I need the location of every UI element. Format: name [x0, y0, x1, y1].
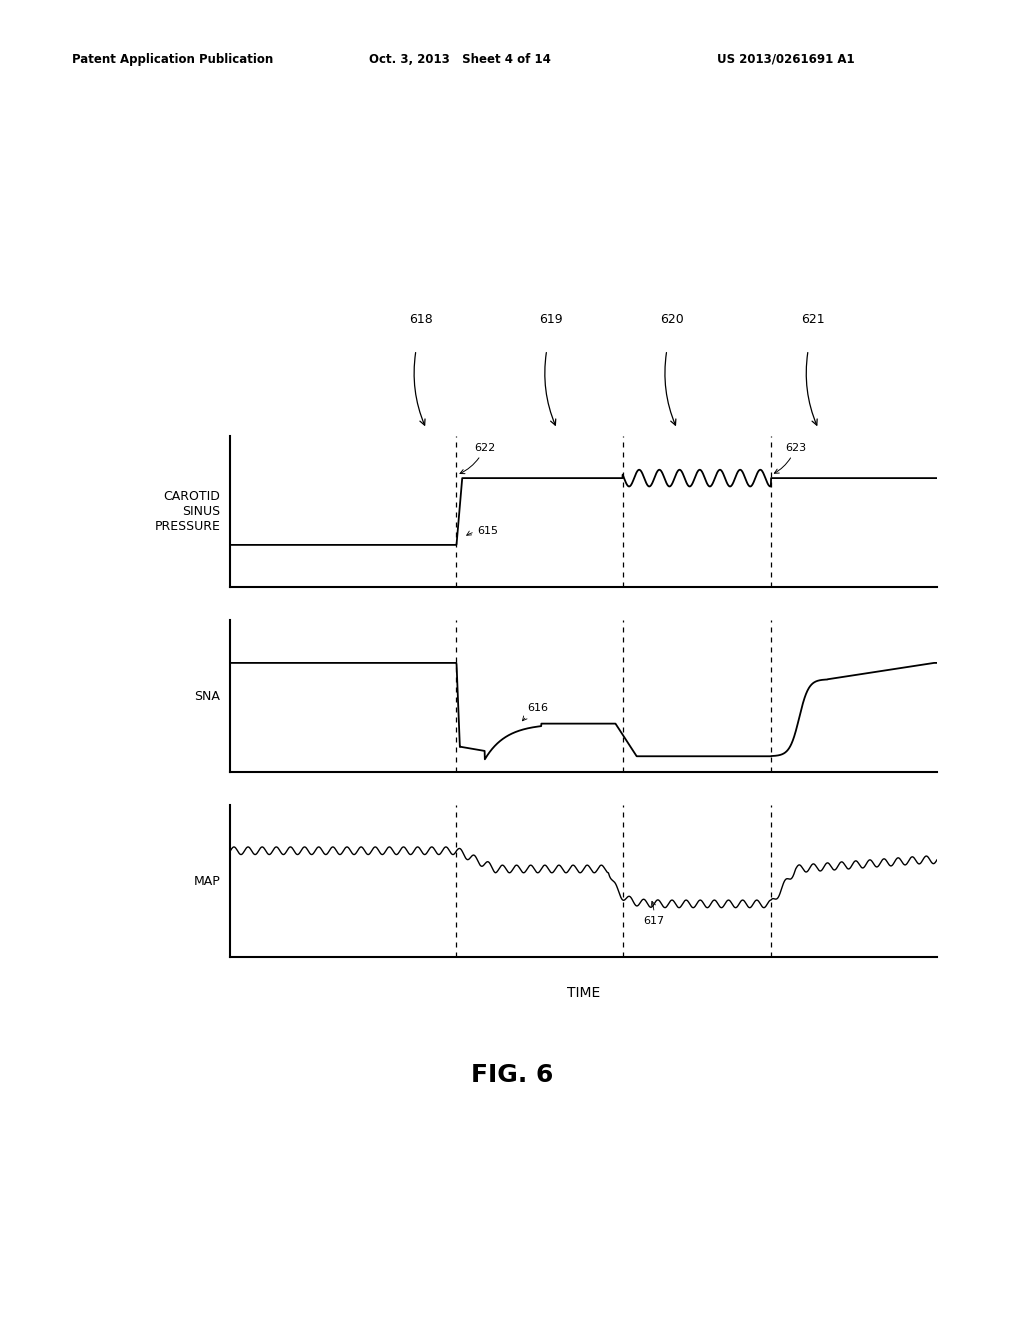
Text: 622: 622	[460, 442, 496, 474]
Text: US 2013/0261691 A1: US 2013/0261691 A1	[717, 53, 854, 66]
Text: MAP: MAP	[194, 875, 220, 887]
Text: 617: 617	[644, 902, 665, 925]
Text: SNA: SNA	[195, 690, 220, 702]
Text: Oct. 3, 2013   Sheet 4 of 14: Oct. 3, 2013 Sheet 4 of 14	[369, 53, 551, 66]
Text: 619: 619	[540, 313, 563, 326]
Text: 616: 616	[522, 704, 548, 721]
Text: 615: 615	[467, 527, 499, 536]
Text: CAROTID
SINUS
PRESSURE: CAROTID SINUS PRESSURE	[155, 490, 220, 533]
Text: TIME: TIME	[567, 986, 600, 1001]
Text: 623: 623	[774, 442, 806, 474]
Text: Patent Application Publication: Patent Application Publication	[72, 53, 273, 66]
Text: 618: 618	[409, 313, 432, 326]
Text: 620: 620	[659, 313, 683, 326]
Text: FIG. 6: FIG. 6	[471, 1063, 553, 1086]
Text: 621: 621	[801, 313, 824, 326]
